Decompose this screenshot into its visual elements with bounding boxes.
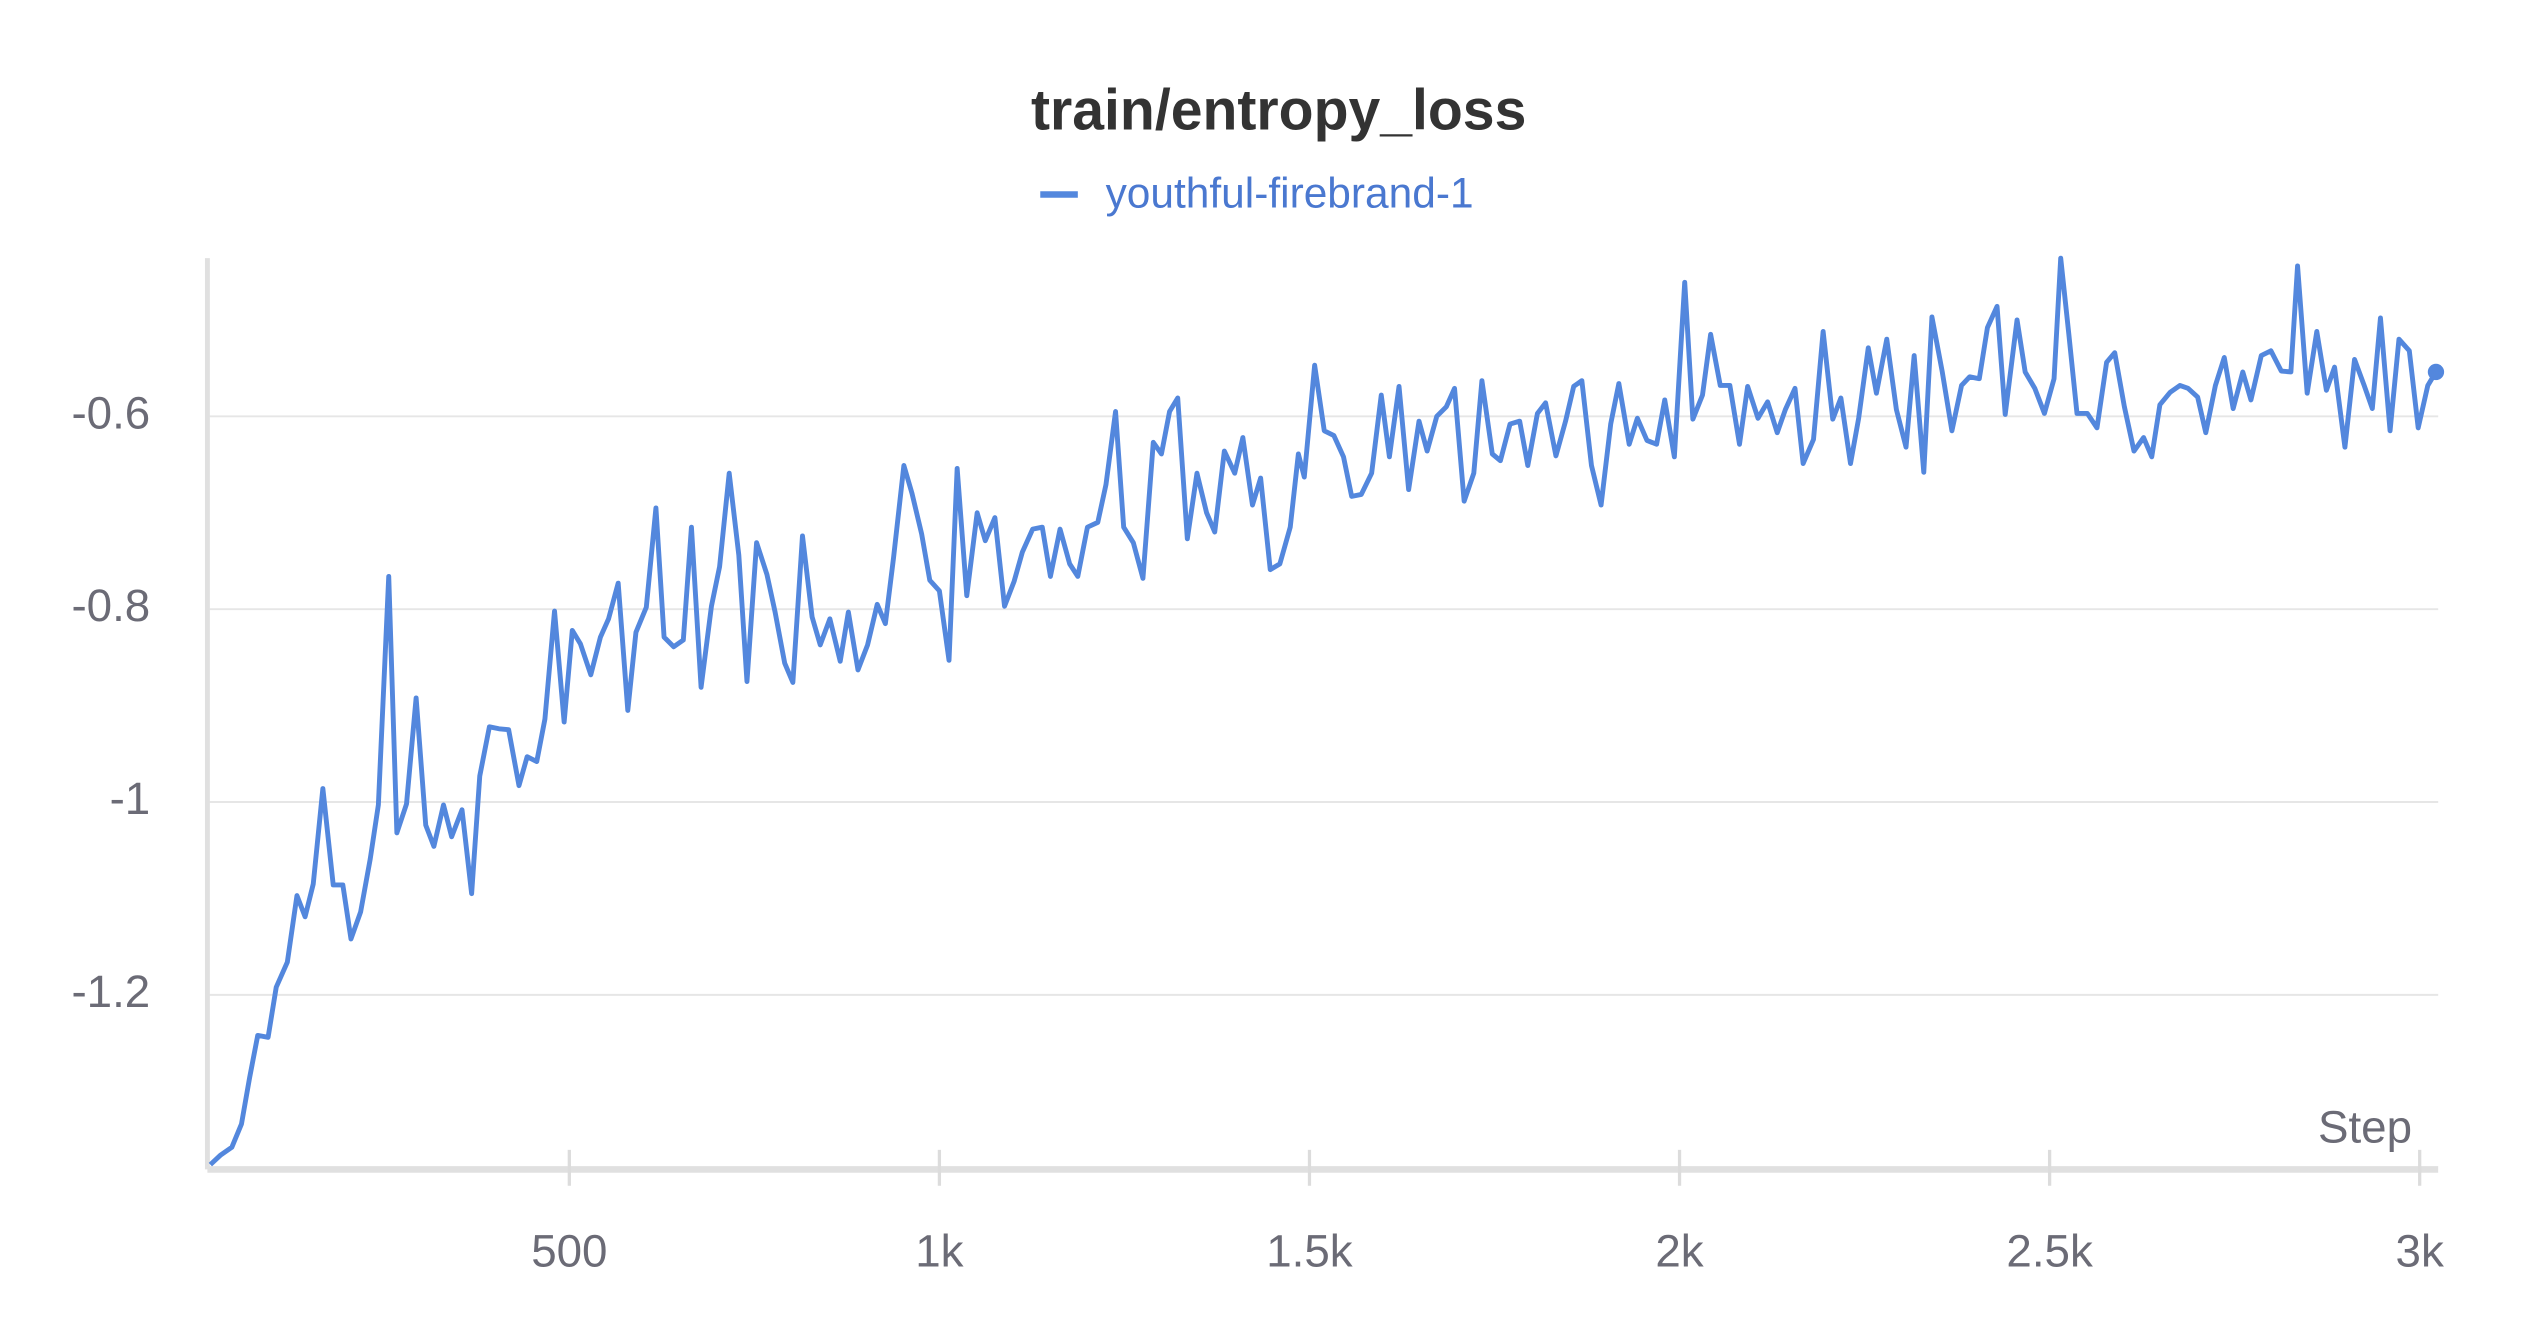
x-tick-label: 500 xyxy=(531,1225,607,1276)
y-tick-label: -1 xyxy=(110,773,151,824)
series-line xyxy=(208,255,2439,1167)
end-point xyxy=(2427,363,2445,381)
chart-title: train/entropy_loss xyxy=(1031,79,1526,143)
x-tick-label: 1k xyxy=(915,1225,963,1276)
x-tick-label: 2k xyxy=(1655,1225,1703,1276)
x-tick-label: 3k xyxy=(2396,1225,2444,1276)
x-axis-label: Step xyxy=(2318,1101,2412,1152)
y-tick-label: -0.8 xyxy=(71,580,150,631)
x-tick-label: 2.5k xyxy=(2006,1225,2093,1276)
x-tick-label: 1.5k xyxy=(1266,1225,1353,1276)
y-tick-label: -0.6 xyxy=(71,387,150,438)
legend-label: youthful-firebrand-1 xyxy=(1106,169,1474,216)
y-tick-label: -1.2 xyxy=(71,966,150,1017)
